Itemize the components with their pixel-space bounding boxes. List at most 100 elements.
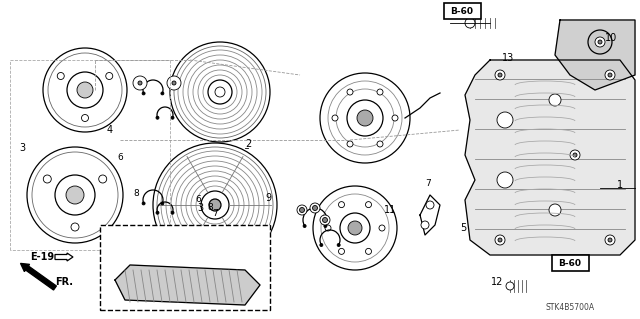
Text: 7: 7 — [212, 209, 218, 218]
Circle shape — [303, 225, 306, 227]
Circle shape — [157, 147, 273, 263]
Text: 3: 3 — [197, 203, 203, 213]
Circle shape — [27, 147, 123, 243]
Text: 9: 9 — [265, 193, 271, 203]
Circle shape — [497, 172, 513, 188]
Text: B-60: B-60 — [559, 258, 582, 268]
Text: B-60: B-60 — [451, 6, 474, 16]
Polygon shape — [555, 20, 635, 90]
Text: 3: 3 — [19, 143, 25, 153]
Circle shape — [188, 60, 252, 124]
Circle shape — [595, 37, 605, 47]
Text: 7: 7 — [425, 179, 431, 188]
Text: 13: 13 — [502, 53, 514, 63]
Circle shape — [328, 81, 402, 155]
Circle shape — [156, 211, 159, 214]
Text: 4: 4 — [107, 125, 113, 135]
Circle shape — [203, 75, 237, 109]
Circle shape — [347, 89, 353, 95]
Text: 1: 1 — [617, 180, 623, 190]
Polygon shape — [465, 60, 635, 255]
Circle shape — [44, 175, 51, 183]
Circle shape — [323, 218, 328, 222]
Text: 6: 6 — [117, 153, 123, 162]
Circle shape — [300, 207, 305, 212]
Circle shape — [549, 204, 561, 216]
Circle shape — [55, 175, 95, 215]
Circle shape — [77, 82, 93, 98]
Circle shape — [133, 76, 147, 90]
Polygon shape — [115, 265, 260, 305]
Circle shape — [426, 201, 434, 209]
Circle shape — [161, 202, 164, 205]
Circle shape — [167, 76, 181, 90]
Circle shape — [48, 53, 122, 127]
Circle shape — [336, 89, 394, 147]
Circle shape — [153, 143, 277, 267]
Circle shape — [495, 235, 505, 245]
Circle shape — [209, 199, 221, 211]
Circle shape — [176, 166, 254, 244]
Text: 12: 12 — [491, 277, 503, 287]
Circle shape — [193, 65, 247, 119]
Circle shape — [171, 161, 259, 249]
Circle shape — [357, 110, 373, 126]
Circle shape — [570, 150, 580, 160]
Circle shape — [166, 156, 264, 254]
Circle shape — [320, 73, 410, 163]
Circle shape — [321, 194, 389, 262]
Circle shape — [325, 225, 331, 231]
Circle shape — [379, 225, 385, 231]
Circle shape — [138, 81, 142, 85]
Circle shape — [392, 115, 398, 121]
Circle shape — [598, 40, 602, 44]
Circle shape — [549, 94, 561, 106]
FancyArrow shape — [20, 263, 56, 290]
Circle shape — [465, 18, 475, 28]
Circle shape — [324, 225, 327, 227]
Text: 5: 5 — [460, 223, 466, 233]
Circle shape — [337, 243, 340, 247]
Circle shape — [183, 55, 257, 129]
Circle shape — [106, 72, 113, 79]
Circle shape — [81, 115, 88, 122]
Circle shape — [171, 211, 174, 214]
Circle shape — [605, 235, 615, 245]
Circle shape — [198, 70, 242, 114]
Text: 10: 10 — [605, 33, 617, 43]
Circle shape — [312, 205, 317, 211]
Circle shape — [588, 30, 612, 54]
Circle shape — [142, 92, 145, 95]
Circle shape — [347, 100, 383, 136]
Circle shape — [32, 152, 118, 238]
Circle shape — [181, 171, 249, 239]
Text: E-19: E-19 — [30, 252, 54, 262]
Circle shape — [320, 215, 330, 225]
Circle shape — [186, 176, 244, 234]
Circle shape — [196, 186, 234, 224]
Circle shape — [310, 203, 320, 213]
Circle shape — [178, 50, 262, 134]
Text: 2: 2 — [245, 139, 251, 149]
Circle shape — [608, 73, 612, 77]
Text: 8: 8 — [207, 204, 213, 212]
Circle shape — [320, 243, 323, 247]
Circle shape — [495, 70, 505, 80]
Text: FR.: FR. — [55, 277, 73, 287]
Text: 8: 8 — [133, 189, 139, 197]
Circle shape — [297, 205, 307, 215]
Circle shape — [365, 202, 371, 208]
Text: 11: 11 — [384, 205, 396, 215]
Circle shape — [57, 72, 64, 79]
Circle shape — [156, 116, 159, 119]
Circle shape — [332, 115, 338, 121]
Circle shape — [171, 116, 174, 119]
Circle shape — [161, 92, 164, 95]
Circle shape — [377, 89, 383, 95]
Text: STK4B5700A: STK4B5700A — [545, 303, 595, 313]
Circle shape — [573, 153, 577, 157]
Circle shape — [347, 141, 353, 147]
Bar — [100, 225, 270, 310]
FancyBboxPatch shape — [552, 255, 589, 271]
Circle shape — [339, 249, 344, 254]
